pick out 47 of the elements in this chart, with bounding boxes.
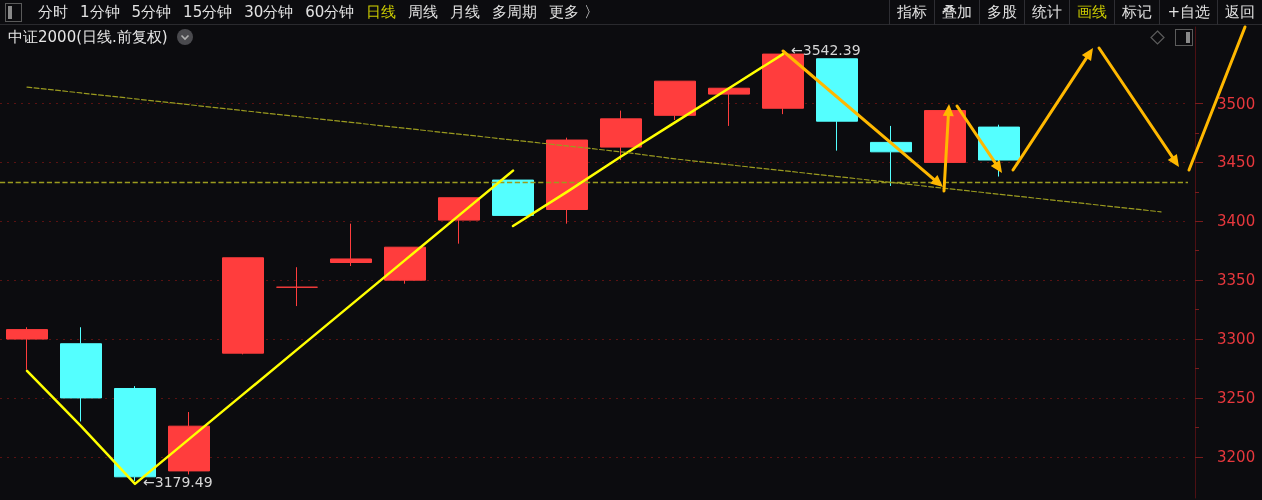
line-series <box>511 52 785 228</box>
candlestick <box>330 223 372 267</box>
text: 30分钟 <box>244 3 294 22</box>
candlestick <box>492 179 534 216</box>
y-tick-label: 3250 <box>1217 388 1256 407</box>
candlestick <box>276 266 318 307</box>
line-series <box>25 169 515 486</box>
chart-title: 中证2000(日线.前复权) <box>8 27 168 47</box>
text: 15分钟 <box>183 3 233 22</box>
text: 指标 <box>889 0 935 25</box>
candlestick <box>222 257 264 355</box>
text: 周线 <box>408 3 439 22</box>
text: 60分钟 <box>305 3 355 22</box>
text: 标记 <box>1114 0 1160 25</box>
text: 多股 <box>979 0 1025 25</box>
text: 统计 <box>1024 0 1070 25</box>
text: +自选 <box>1159 0 1217 25</box>
text: 1分钟 <box>80 3 120 22</box>
text: ←3542.39 <box>791 41 861 58</box>
candlestick <box>816 58 858 152</box>
text: 分时 <box>38 3 68 22</box>
y-tick-label: 3500 <box>1217 94 1256 113</box>
candlestick <box>654 80 696 121</box>
candlestick <box>870 125 912 187</box>
y-tick-label: 3350 <box>1217 271 1256 290</box>
candlestick <box>600 110 642 161</box>
text: 月线 <box>450 3 481 22</box>
candlestick <box>978 124 1020 178</box>
candlestick <box>384 246 426 285</box>
text: 日线 <box>366 3 397 22</box>
text: 多周期 <box>492 3 538 22</box>
candlestick <box>60 326 102 422</box>
text: 画线 <box>1069 0 1115 25</box>
candlestick <box>168 411 210 475</box>
y-tick-label: 3300 <box>1217 330 1256 349</box>
text: 5分钟 <box>131 3 172 22</box>
y-tick-label: 3200 <box>1217 447 1256 466</box>
candlestick <box>6 326 48 371</box>
text: ←3179.49 <box>143 473 213 490</box>
y-tick-label: 3400 <box>1217 212 1256 231</box>
candlestick <box>438 197 480 245</box>
text: 更多 〉 <box>549 3 600 22</box>
candlestick <box>546 137 588 225</box>
text: 返回 <box>1217 0 1262 25</box>
candlestick <box>762 53 804 115</box>
text: 叠加 <box>934 0 980 25</box>
y-tick-label: 3450 <box>1217 153 1256 172</box>
